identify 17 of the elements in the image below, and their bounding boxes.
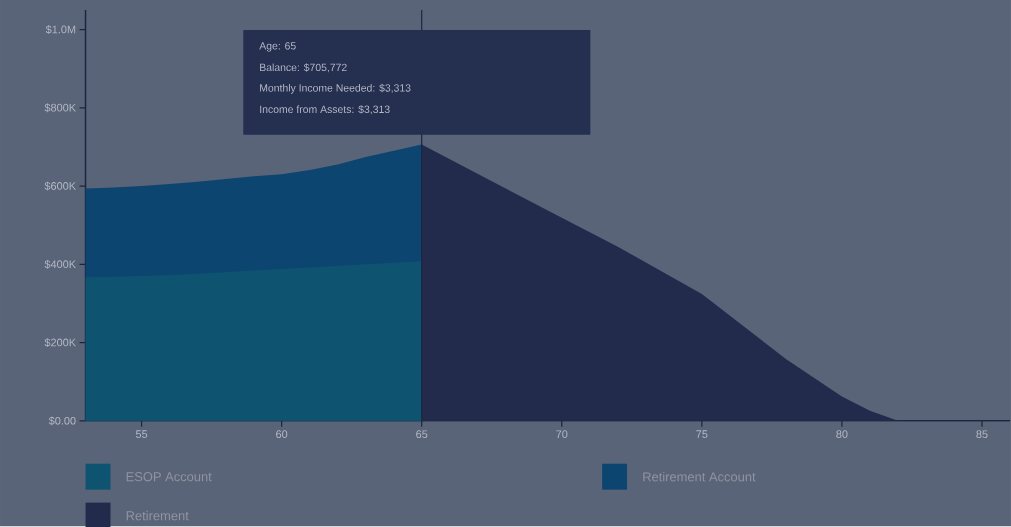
x-tick-label: 70	[556, 430, 568, 439]
annotation: Monthly Income Needed: $3,313	[260, 84, 411, 94]
y-tick-label: $0.00	[48, 416, 76, 426]
annotation: Age: 65	[259, 42, 296, 52]
annotation: Income from Assets: $3,313	[260, 105, 390, 115]
x-tick-label: 85	[976, 430, 988, 439]
y-tick-label: $1.0M	[45, 25, 76, 35]
x-tick-label: 55	[135, 430, 148, 439]
x-tick-label: 80	[836, 430, 848, 439]
annotation: Balance: $705,772	[260, 63, 347, 73]
y-tick-label: $200K	[44, 338, 76, 348]
x-tick-label: 60	[276, 430, 288, 439]
y-tick-label: $800K	[44, 103, 76, 113]
y-tick-label: $400K	[44, 260, 76, 269]
x-tick-label: 75	[696, 430, 708, 439]
x-tick-label: 65	[416, 430, 428, 439]
y-tick-label: $600K	[44, 181, 76, 191]
